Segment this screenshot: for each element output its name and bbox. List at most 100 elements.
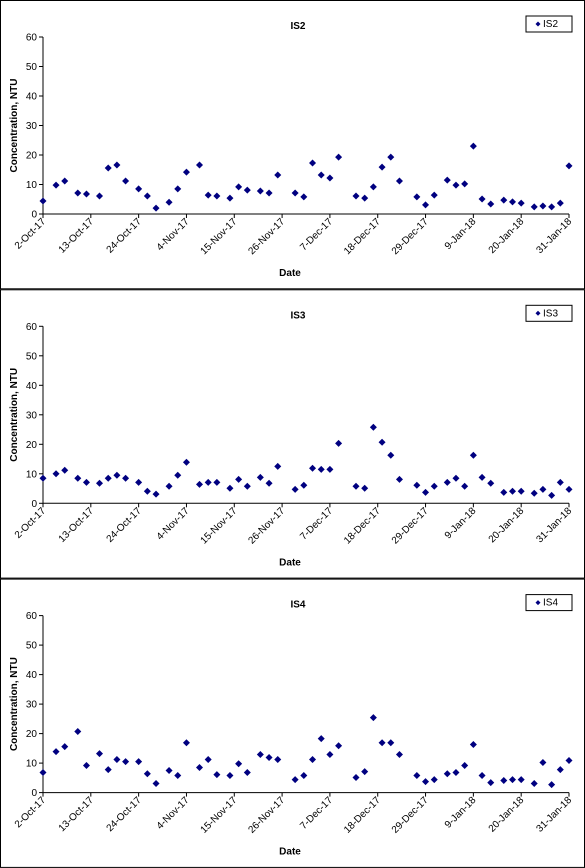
y-tick-label: 60 — [26, 611, 38, 622]
legend-label: IS2 — [543, 19, 558, 30]
data-point — [548, 491, 556, 499]
data-point — [326, 465, 334, 473]
y-axis-label: Concentration, NTU — [9, 657, 20, 751]
data-point — [378, 438, 386, 446]
data-point — [122, 474, 130, 482]
data-point — [413, 771, 421, 779]
data-point — [461, 482, 469, 490]
data-point — [539, 202, 547, 210]
data-point — [461, 761, 469, 769]
data-point — [213, 192, 221, 200]
data-point — [291, 485, 299, 493]
data-point — [565, 162, 573, 170]
data-point — [235, 475, 243, 483]
data-point — [39, 197, 47, 205]
data-point — [96, 192, 104, 200]
data-point — [104, 766, 112, 774]
data-point — [113, 756, 121, 764]
data-point — [517, 487, 525, 495]
legend-box — [525, 594, 573, 612]
data-point — [517, 776, 525, 784]
data-point — [122, 758, 130, 766]
data-point — [182, 168, 190, 176]
data-point — [174, 471, 182, 479]
data-point — [478, 195, 486, 203]
data-point — [165, 482, 173, 490]
data-point — [413, 193, 421, 201]
data-point — [487, 200, 495, 208]
data-point — [182, 739, 190, 747]
data-point — [96, 479, 104, 487]
data-point — [556, 766, 564, 774]
data-point — [243, 482, 251, 490]
data-point — [226, 771, 234, 779]
data-point — [213, 771, 221, 779]
data-point — [274, 171, 282, 179]
x-axis-label: Date — [279, 268, 301, 279]
data-point — [452, 474, 460, 482]
legend-marker — [535, 310, 541, 316]
legend-box — [525, 304, 573, 322]
data-point — [430, 776, 438, 784]
data-point — [143, 487, 151, 495]
data-point — [469, 451, 477, 459]
data-point — [82, 190, 90, 198]
chart-title: IS3 — [290, 310, 305, 321]
data-point — [152, 490, 160, 498]
data-point — [517, 199, 525, 207]
data-point — [422, 201, 430, 209]
data-point — [135, 478, 143, 486]
y-tick-label: 30 — [26, 410, 38, 421]
data-point — [500, 777, 508, 785]
data-point — [452, 181, 460, 189]
data-point — [565, 756, 573, 764]
data-point — [487, 479, 495, 487]
y-tick-label: 0 — [31, 210, 37, 221]
data-point — [300, 193, 308, 201]
data-point — [135, 758, 143, 766]
data-point — [369, 714, 377, 722]
data-point — [96, 750, 104, 758]
data-point — [430, 191, 438, 199]
data-point — [113, 471, 121, 479]
y-tick-label: 0 — [31, 499, 37, 510]
data-point — [387, 739, 395, 747]
y-tick-label: 10 — [26, 759, 38, 770]
data-point — [52, 181, 60, 189]
data-point — [204, 756, 212, 764]
data-point — [243, 769, 251, 777]
data-point — [352, 192, 360, 200]
data-point — [378, 739, 386, 747]
data-point — [548, 203, 556, 211]
data-point — [317, 171, 325, 179]
data-point — [61, 743, 69, 751]
data-point — [300, 771, 308, 779]
data-point — [548, 781, 556, 789]
data-point — [530, 779, 538, 787]
legend-marker — [535, 600, 541, 606]
data-point — [256, 473, 264, 481]
data-point — [265, 753, 273, 761]
data-point — [61, 466, 69, 474]
data-point — [195, 764, 203, 772]
y-tick-label: 40 — [26, 381, 38, 392]
data-point — [335, 153, 343, 161]
data-point — [395, 751, 403, 759]
data-point — [500, 488, 508, 496]
data-point — [317, 735, 325, 743]
data-point — [413, 481, 421, 489]
data-point — [443, 478, 451, 486]
data-point — [204, 191, 212, 199]
data-point — [556, 199, 564, 207]
data-point — [52, 470, 60, 478]
data-point — [361, 768, 369, 776]
legend-box — [525, 15, 573, 33]
data-point — [74, 728, 82, 736]
data-point — [309, 464, 317, 472]
data-point — [326, 174, 334, 182]
data-point — [539, 485, 547, 493]
y-axis-label: Concentration, NTU — [9, 368, 20, 462]
